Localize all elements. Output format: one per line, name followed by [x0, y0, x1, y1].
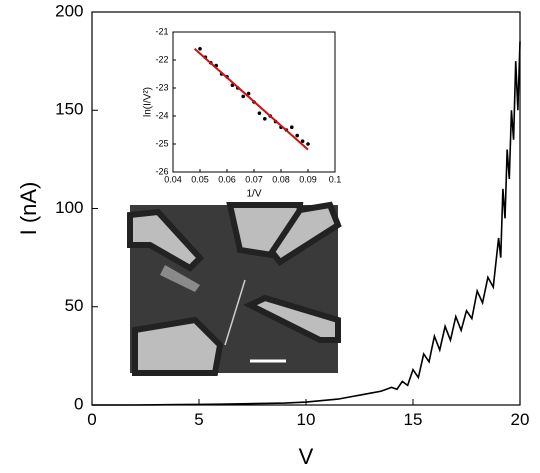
data-point: [263, 117, 267, 121]
y-tick-label: -22: [155, 54, 168, 64]
y-tick-label: 0: [74, 394, 83, 413]
data-point: [198, 47, 202, 51]
y-tick-label: -26: [155, 166, 168, 176]
sem-image: [127, 201, 342, 376]
x-tick-label: 10: [297, 410, 316, 429]
data-point: [306, 142, 310, 146]
plot-frame: [91, 11, 521, 406]
y-tick-label: -21: [155, 26, 168, 36]
y-axis-label: I (nA): [16, 182, 41, 236]
x-tick-label: 15: [404, 410, 423, 429]
x-axis-label: V: [299, 444, 314, 469]
y-tick-label: 50: [65, 296, 84, 315]
data-point: [300, 139, 305, 143]
data-point: [290, 125, 294, 129]
y-tick-label: 150: [55, 100, 83, 119]
x-tick-label: 20: [511, 410, 530, 429]
y-axis-label: ln(I/V²): [143, 87, 154, 117]
x-tick-label: 5: [194, 410, 203, 429]
x-tick-label: 0.07: [245, 174, 263, 184]
y-tick-label: -24: [155, 110, 168, 120]
plot-frame: [172, 31, 336, 173]
x-axis-label: 1/V: [246, 189, 261, 200]
y-tick-label: -23: [155, 82, 168, 92]
data-point: [246, 91, 251, 96]
fit-line: [193, 48, 309, 151]
x-tick-label: 0: [87, 410, 96, 429]
y-tick-label: -25: [155, 138, 168, 148]
y-tick-label: 100: [55, 198, 83, 217]
x-tick-label: 0.06: [218, 174, 236, 184]
data-point: [257, 111, 262, 115]
x-tick-label: 0.08: [272, 174, 290, 184]
data-line: [92, 41, 521, 406]
x-tick-label: 0.04: [164, 174, 182, 184]
x-tick-label: 0.05: [191, 174, 209, 184]
inset-chart: 0.04 0.05 0.06 0.07 0.08 0.09 0.1 -26 -25 -24 -23 -…: [143, 26, 342, 199]
data-point: [241, 94, 245, 99]
x-tick-label: 0.1: [329, 174, 342, 184]
data-point: [295, 133, 300, 138]
y-tick-label: 200: [55, 1, 83, 20]
x-tick-label: 0.09: [299, 174, 317, 184]
